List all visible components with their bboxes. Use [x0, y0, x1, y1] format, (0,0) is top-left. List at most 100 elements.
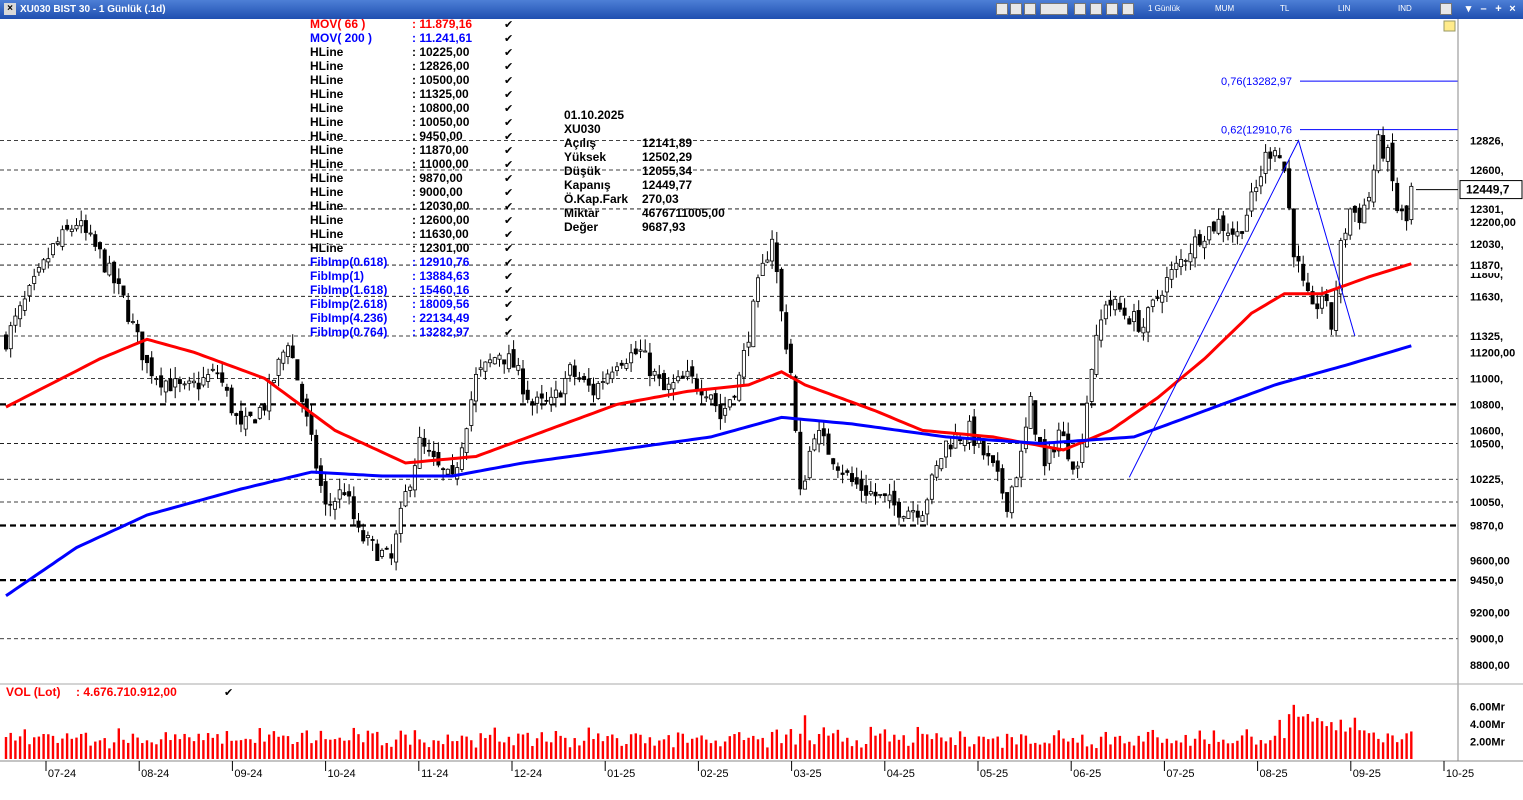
- candle-body: [1390, 142, 1395, 182]
- fibonacci-tool[interactable]: [1128, 139, 1356, 478]
- candle-209: [986, 445, 991, 466]
- volume-bar-201: [949, 737, 952, 759]
- chart-type-selector[interactable]: MUM: [1215, 4, 1235, 13]
- volume-bar-100: [474, 747, 478, 759]
- settings-icon[interactable]: [1010, 3, 1022, 15]
- volume-bar-32: [155, 744, 158, 759]
- candle-body: [1216, 218, 1221, 234]
- candle-7: [36, 263, 41, 277]
- volume-bar-12: [61, 738, 64, 759]
- legend-label-13: HLine: [310, 199, 344, 213]
- volume-bar-209: [987, 739, 990, 759]
- candle-body: [1367, 196, 1372, 202]
- candle-body: [652, 370, 657, 376]
- volume-bar-279: [1316, 717, 1319, 759]
- volume-bar-256: [1208, 743, 1211, 759]
- candle-body: [972, 416, 977, 446]
- fib-trend-line-0[interactable]: [1128, 139, 1356, 478]
- x-tick-label-10: 05-25: [980, 768, 1008, 780]
- grid-icon[interactable]: [1090, 3, 1102, 15]
- candle-body: [864, 485, 869, 496]
- volume-bar-225: [1062, 738, 1065, 759]
- candle-255: [1202, 235, 1207, 260]
- candle-body: [746, 341, 751, 348]
- candle-126: [596, 381, 601, 400]
- candle-body: [276, 358, 281, 376]
- volume-bar-156: [738, 732, 741, 759]
- candle-212: [1000, 464, 1005, 500]
- candle-142: [671, 374, 676, 401]
- candle-body: [1296, 255, 1301, 262]
- candle-body: [1080, 443, 1085, 463]
- pen-icon[interactable]: [1106, 3, 1118, 15]
- period-selector[interactable]: 1 Günlük: [1148, 4, 1181, 13]
- legend-check-icon-9: ✔: [504, 144, 513, 157]
- candle-30: [144, 354, 149, 374]
- volume-bar-31: [150, 742, 153, 759]
- candle-137: [647, 342, 652, 387]
- candle-190: [897, 498, 902, 526]
- volume-bar-4: [23, 729, 26, 759]
- candle-body: [93, 234, 98, 247]
- candle-body: [79, 220, 84, 227]
- candle-body: [1362, 204, 1367, 224]
- scale-selector[interactable]: LIN: [1338, 4, 1351, 13]
- candle-184: [868, 481, 873, 497]
- candle-179: [845, 468, 850, 476]
- candle-172: [812, 433, 817, 452]
- y-tick-label-10: 10800,: [1470, 399, 1504, 411]
- price-chart[interactable]: 0,76(13282,97 0,62(12910,76 8800,00 9000,0…: [0, 19, 1523, 800]
- draw-icon[interactable]: [1024, 3, 1036, 15]
- maximize-icon[interactable]: +: [1495, 3, 1502, 15]
- candle-body: [572, 365, 577, 377]
- candle-body: [234, 413, 239, 416]
- tick-bg-21: [1460, 132, 1522, 149]
- candle-body: [915, 510, 920, 518]
- legend-label-17: FibImp(0.618): [310, 255, 387, 269]
- volume-bar-27: [131, 733, 135, 759]
- lock-icon[interactable]: [1443, 20, 1456, 32]
- volume-bar-33: [159, 739, 163, 759]
- volume-bar-184: [869, 726, 872, 759]
- candle-body: [694, 378, 699, 390]
- template-icon[interactable]: [1040, 3, 1068, 15]
- currency-selector[interactable]: TL: [1280, 4, 1290, 13]
- candle-111: [525, 380, 530, 404]
- candle-body: [210, 368, 215, 371]
- volume-bar-174: [822, 727, 825, 759]
- close-window-icon[interactable]: ×: [1509, 3, 1516, 15]
- close-icon[interactable]: ×: [4, 3, 16, 15]
- chevron-left-icon[interactable]: [1122, 3, 1134, 15]
- indicator-icon[interactable]: [1074, 3, 1086, 15]
- legend-check-icon-12: ✔: [504, 186, 513, 199]
- candle-112: [530, 398, 535, 416]
- candle-177: [835, 462, 840, 479]
- candle-body: [544, 399, 549, 402]
- volume-bar-285: [1344, 731, 1347, 759]
- indicator-selector[interactable]: IND: [1398, 4, 1412, 13]
- candle-127: [600, 371, 605, 390]
- volume-bar-195: [921, 733, 924, 759]
- volume-bar-178: [841, 741, 844, 759]
- candle-250: [1179, 249, 1184, 276]
- candle-body: [553, 389, 558, 399]
- x-tick-label-4: 11-24: [421, 768, 448, 780]
- volume-bar-189: [893, 734, 896, 759]
- scroll-left-icon[interactable]: ▾: [1465, 3, 1472, 15]
- legend-value-12: : 9000,00: [412, 185, 463, 199]
- candle-213: [1005, 492, 1010, 518]
- candle-263: [1240, 230, 1245, 240]
- candle-body: [812, 438, 817, 451]
- candle-245: [1155, 289, 1160, 302]
- legend-check-icon-5: ✔: [504, 88, 513, 101]
- refresh-icon[interactable]: [996, 3, 1008, 15]
- x-tick-label-5: 12-24: [514, 768, 542, 780]
- candle-body: [530, 401, 535, 406]
- volume-bar-30: [145, 740, 149, 759]
- candle-173: [817, 419, 822, 453]
- minimize-icon[interactable]: –: [1480, 3, 1487, 15]
- candle-body: [98, 242, 103, 250]
- candle-body: [46, 258, 51, 263]
- tick-bg-13: [1460, 328, 1522, 345]
- pin-icon[interactable]: [1440, 3, 1452, 15]
